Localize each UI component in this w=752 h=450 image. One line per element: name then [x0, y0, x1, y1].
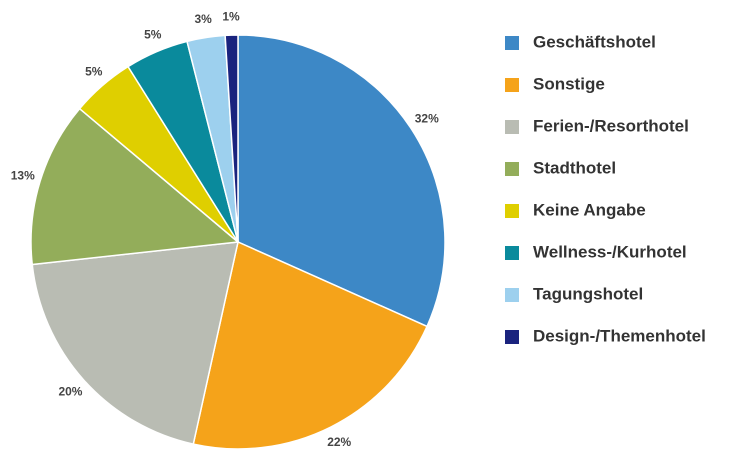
legend-label: Ferien-/Resorthotel [533, 116, 689, 135]
data-label: 22% [327, 435, 351, 449]
legend-label: Keine Angabe [533, 200, 646, 219]
data-label: 3% [194, 12, 212, 26]
legend-label: Stadthotel [533, 158, 616, 177]
legend-swatch [505, 330, 519, 344]
legend-label: Design-/Themenhotel [533, 326, 706, 345]
legend-swatch [505, 162, 519, 176]
legend-label: Geschäftshotel [533, 32, 656, 51]
legend-swatch [505, 36, 519, 50]
data-label: 20% [58, 384, 82, 398]
data-label: 5% [85, 64, 103, 78]
data-label: 5% [144, 27, 162, 41]
legend-swatch [505, 120, 519, 134]
legend-swatch [505, 246, 519, 260]
legend-label: Tagungshotel [533, 284, 643, 303]
data-label: 13% [11, 169, 35, 183]
pie-slice [31, 241, 239, 446]
pie-slice [237, 34, 446, 328]
legend-swatch [505, 204, 519, 218]
pie-slice [30, 107, 240, 266]
legend-swatch [505, 288, 519, 302]
legend-swatch [505, 78, 519, 92]
legend-label: Sonstige [533, 74, 605, 93]
data-label: 32% [415, 112, 439, 126]
data-label: 1% [222, 9, 240, 23]
legend-label: Wellness-/Kurhotel [533, 242, 687, 261]
pie-slice [224, 34, 239, 243]
pie-slice [192, 240, 429, 450]
